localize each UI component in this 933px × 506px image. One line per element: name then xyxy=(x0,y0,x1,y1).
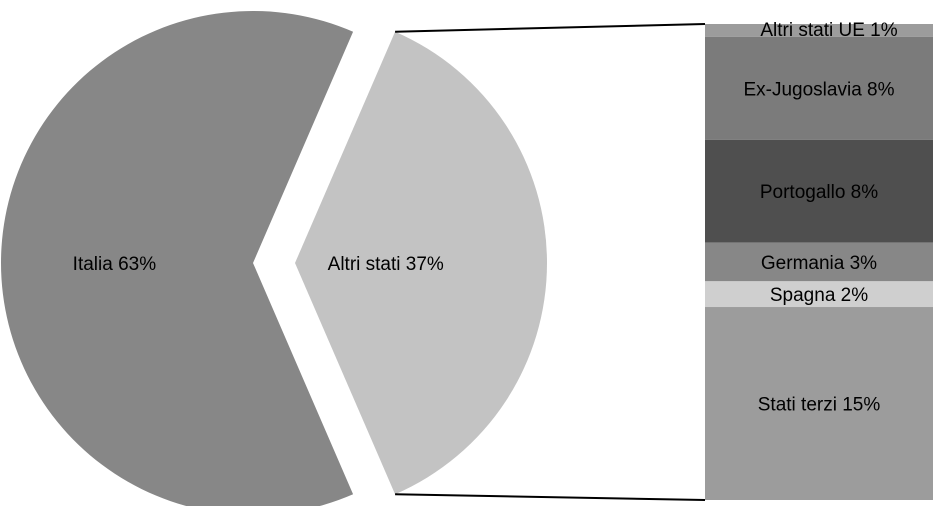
bar-segment-portogallo xyxy=(705,139,933,243)
bar-segment-stati-terzi xyxy=(705,307,933,500)
pie-label-italia: Italia 63% xyxy=(73,254,157,275)
bar-segment-altri-stati-ue xyxy=(705,24,933,37)
bar-label-germania: Germania 3% xyxy=(761,253,877,274)
bar-label-stati-terzi: Stati terzi 15% xyxy=(758,395,881,416)
pie-slice-italia xyxy=(0,11,354,506)
stacked-breakdown-bar xyxy=(705,24,933,500)
bar-label-portogallo: Portogallo 8% xyxy=(760,182,878,203)
pie-slice-altri-stati xyxy=(295,31,548,495)
connector-line-top xyxy=(395,23,706,33)
pie-label-altri-stati: Altri stati 37% xyxy=(328,254,444,275)
connector-line-bottom xyxy=(395,493,706,501)
bar-segment-germania xyxy=(705,242,933,282)
bar-label-ex-jugoslavia: Ex-Jugoslavia 8% xyxy=(743,79,894,100)
connector-lines xyxy=(395,23,706,501)
pie-layer xyxy=(0,11,548,506)
bar-label-altri-stati-ue: Altri stati UE 1% xyxy=(760,20,897,41)
bar-segment-spagna xyxy=(705,281,933,308)
labels-layer: Italia 63% Altri stati 37% Altri stati UE … xyxy=(73,20,898,416)
bar-segment-ex-jugoslavia xyxy=(705,36,933,140)
bar-label-spagna: Spagna 2% xyxy=(770,285,868,306)
